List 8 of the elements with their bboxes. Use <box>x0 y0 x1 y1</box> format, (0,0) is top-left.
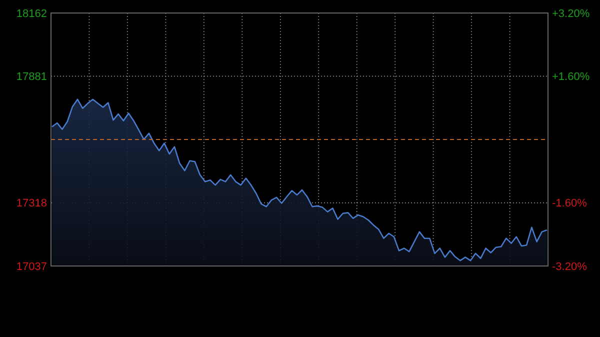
y-tick-label: 17318 <box>16 198 47 210</box>
y-tick-label: 17881 <box>16 71 47 84</box>
y-tick-label: 18162 <box>16 8 47 20</box>
y2-tick-label: +1.60% <box>552 71 590 84</box>
y2-tick-label: -1.60% <box>552 198 588 210</box>
y2-tick-label: +3.20% <box>552 8 590 20</box>
y2-tick-label: -3.20% <box>552 260 588 273</box>
y-tick-label: 17037 <box>16 260 47 273</box>
